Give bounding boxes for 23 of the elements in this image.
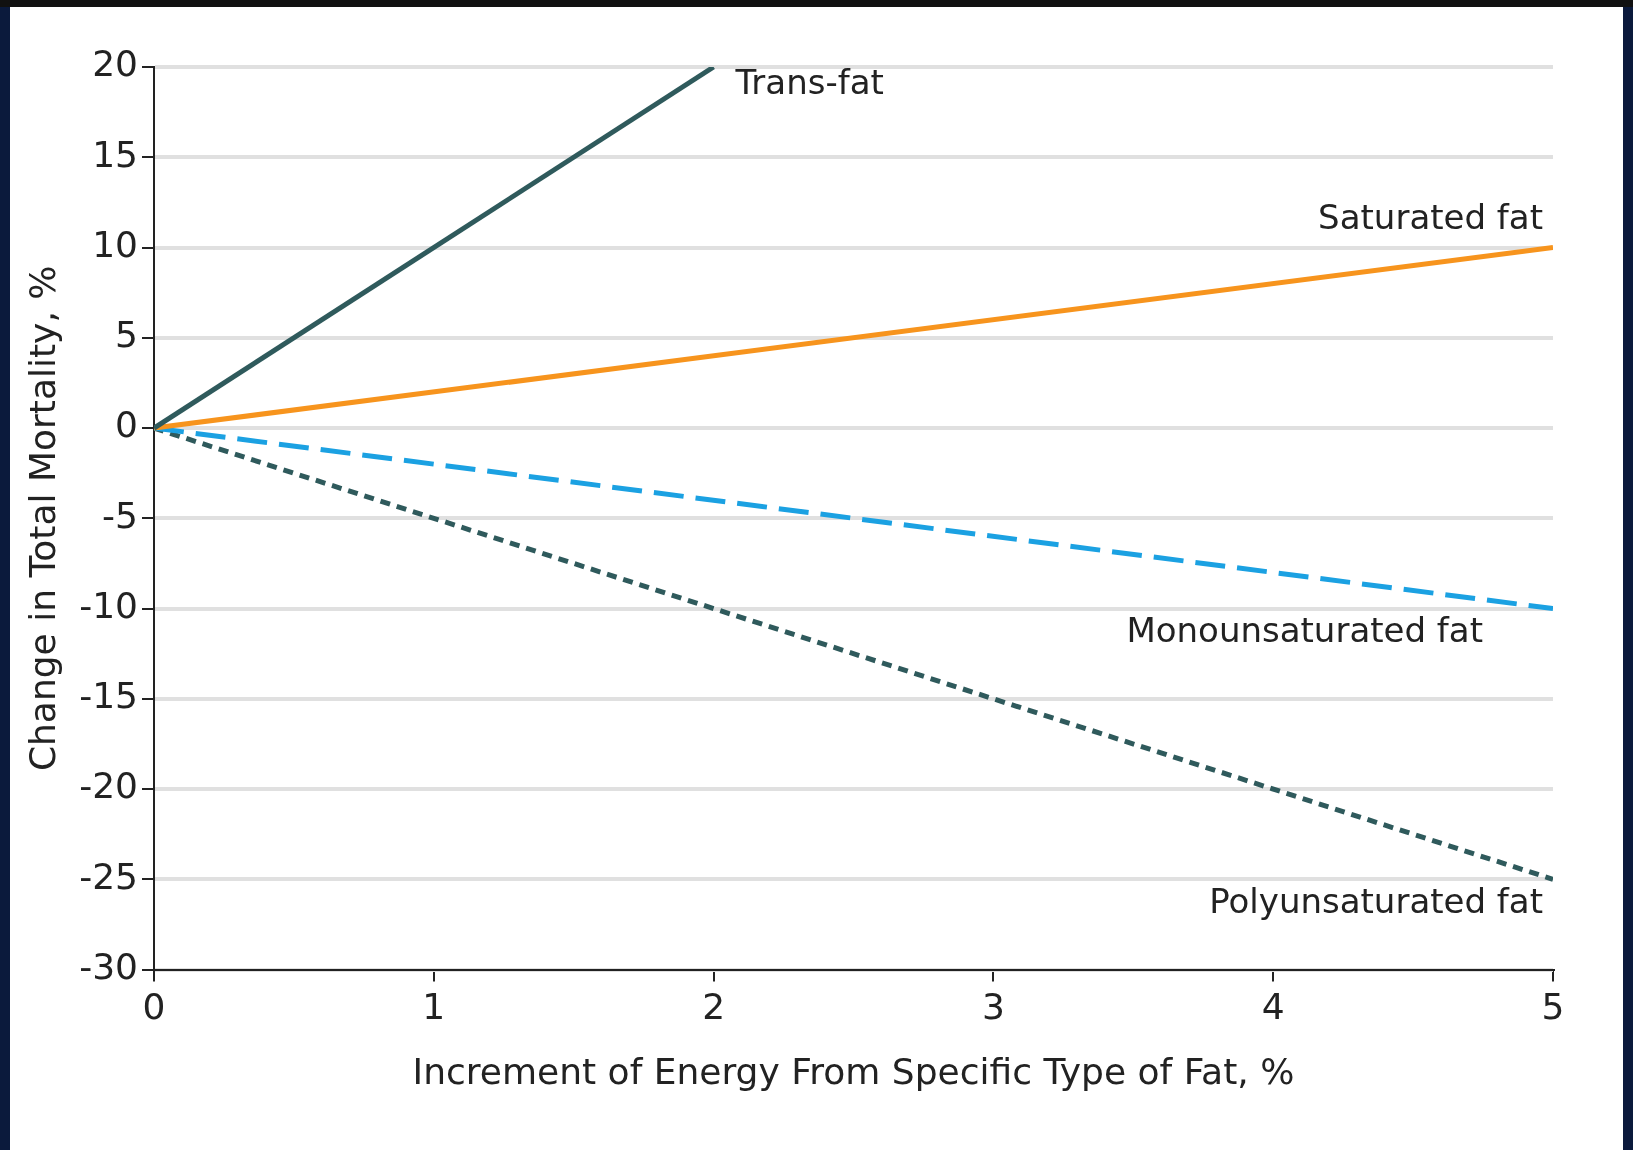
series-label: Polyunsaturated fat xyxy=(1209,881,1543,922)
x-tick-label: 3 xyxy=(981,985,1005,1027)
y-tick-label: -30 xyxy=(79,945,138,987)
series-label: Trans-fat xyxy=(734,61,884,102)
y-tick-label: -10 xyxy=(79,584,138,626)
y-axis-title: Change in Total Mortality, % xyxy=(21,265,63,772)
y-tick-label: 15 xyxy=(92,133,138,175)
y-tick-label: -25 xyxy=(79,855,138,897)
y-tick-label: 10 xyxy=(92,223,138,265)
y-tick-label: 5 xyxy=(115,314,138,356)
x-axis-title: Increment of Energy From Specific Type of Fat, % xyxy=(412,1050,1295,1092)
y-tick-label: 0 xyxy=(115,404,138,446)
series-label: Monounsaturated fat xyxy=(1126,610,1483,651)
x-tick-label: 5 xyxy=(1541,985,1565,1027)
y-tick-label: 20 xyxy=(92,43,138,85)
x-tick-label: 4 xyxy=(1261,985,1285,1027)
x-tick-label: 2 xyxy=(702,985,726,1027)
y-tick-label: -20 xyxy=(79,765,138,807)
y-tick-label: -15 xyxy=(79,675,138,717)
x-tick-label: 1 xyxy=(422,985,446,1027)
y-tick-label: -5 xyxy=(102,494,138,536)
series-label: Saturated fat xyxy=(1318,197,1543,238)
x-tick-label: 0 xyxy=(142,985,166,1027)
